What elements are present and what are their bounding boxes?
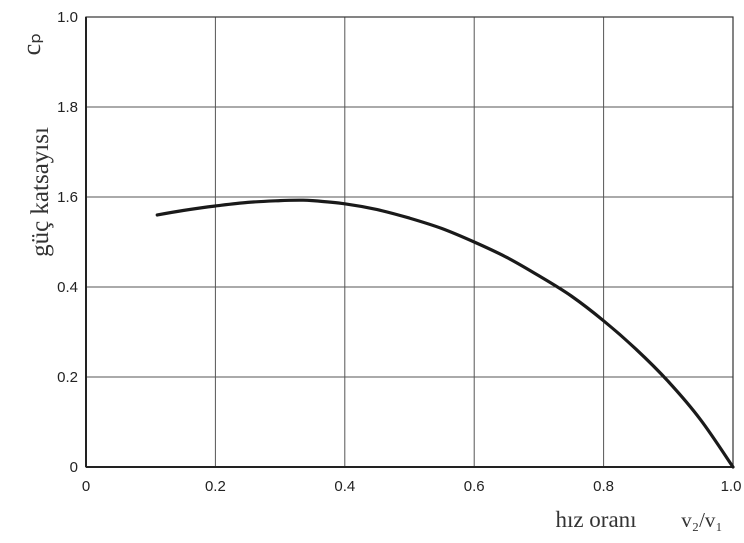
y-tick-label: 0.2 xyxy=(57,369,78,386)
x-tick-label: 0 xyxy=(82,478,90,495)
y-tick-label: 1.6 xyxy=(57,189,78,206)
y-tick-label: 1.8 xyxy=(57,99,78,116)
y-axis-symbol: cₚ xyxy=(17,33,46,56)
x-tick-label: 0.4 xyxy=(334,478,355,495)
y-tick-label: 0.4 xyxy=(57,279,78,296)
data-series xyxy=(155,198,735,469)
x-tick-label: 1.0 xyxy=(721,478,742,495)
axes xyxy=(85,16,734,468)
y-axis-title: güç katsayısı xyxy=(27,127,54,257)
y-tick-label: 0 xyxy=(70,459,78,476)
x-axis-title: hız oranı xyxy=(555,507,636,532)
x-tick-label: 0.2 xyxy=(205,478,226,495)
x-axis-symbol: v₂/v₁ xyxy=(681,508,722,532)
series-line-0 xyxy=(155,198,735,469)
y-tick-labels: 0 0.2 0.4 1.6 1.8 1.0 xyxy=(57,9,78,476)
grid-lines xyxy=(86,17,733,467)
x-tick-labels: 0 0.2 0.4 0.6 0.8 1.0 xyxy=(82,478,742,495)
y-tick-label: 1.0 xyxy=(57,9,78,26)
x-tick-label: 0.6 xyxy=(464,478,485,495)
plot-frame xyxy=(85,16,734,468)
x-tick-label: 0.8 xyxy=(593,478,614,495)
